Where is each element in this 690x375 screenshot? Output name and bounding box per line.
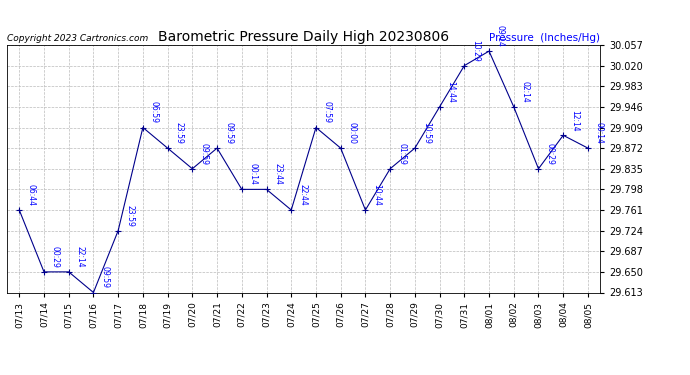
Text: 00:29: 00:29: [545, 143, 555, 165]
Text: 09:59: 09:59: [224, 122, 233, 144]
Text: 00:14: 00:14: [595, 122, 604, 144]
Text: 01:59: 01:59: [397, 143, 406, 165]
Text: 14:44: 14:44: [446, 81, 455, 103]
Text: 00:29: 00:29: [51, 246, 60, 268]
Text: 23:44: 23:44: [273, 164, 282, 185]
Text: 09:59: 09:59: [199, 142, 208, 165]
Text: 00:00: 00:00: [348, 122, 357, 144]
Text: 09:59: 09:59: [100, 266, 110, 288]
Text: 10:29: 10:29: [471, 40, 480, 62]
Text: 22:14: 22:14: [76, 246, 85, 268]
Text: 00:14: 00:14: [248, 164, 258, 185]
Text: 09:14: 09:14: [496, 25, 505, 47]
Text: 02:14: 02:14: [521, 81, 530, 103]
Text: 22:44: 22:44: [298, 184, 307, 206]
Title: Barometric Pressure Daily High 20230806: Barometric Pressure Daily High 20230806: [158, 30, 449, 44]
Text: 06:59: 06:59: [150, 101, 159, 123]
Text: 07:59: 07:59: [323, 101, 332, 123]
Text: 23:59: 23:59: [175, 122, 184, 144]
Text: 23:59: 23:59: [125, 205, 134, 226]
Text: 06:44: 06:44: [26, 184, 35, 206]
Text: 10:44: 10:44: [373, 184, 382, 206]
Text: 12:14: 12:14: [570, 110, 579, 131]
Text: Copyright 2023 Cartronics.com: Copyright 2023 Cartronics.com: [7, 33, 148, 42]
Text: 10:59: 10:59: [422, 122, 431, 144]
Text: Pressure  (Inches/Hg): Pressure (Inches/Hg): [489, 33, 600, 42]
